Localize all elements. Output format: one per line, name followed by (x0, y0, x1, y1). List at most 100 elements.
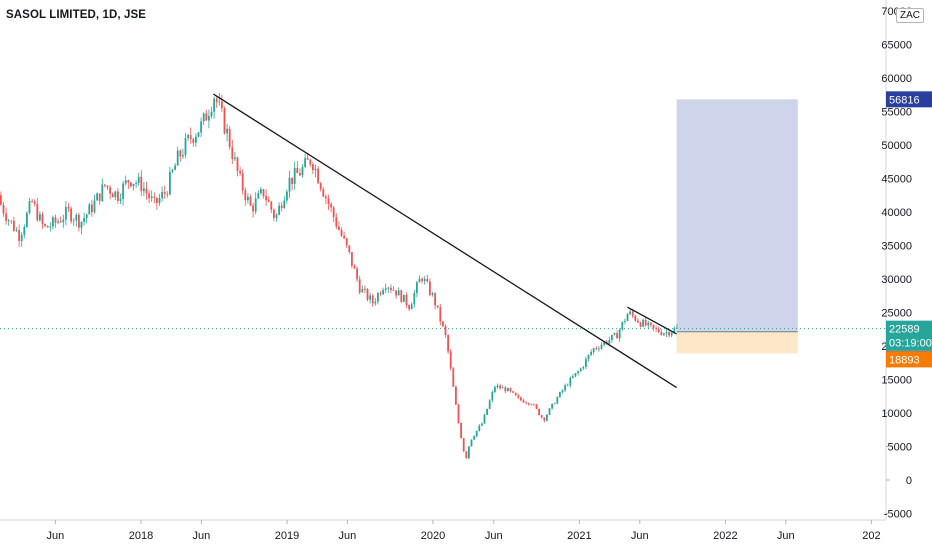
candle-body (182, 154, 184, 157)
candle-body (67, 207, 70, 209)
candle-body (465, 451, 468, 458)
y-tick-label: -5000 (884, 509, 912, 521)
candle-body (70, 208, 72, 222)
candle-body (5, 213, 7, 221)
candle-body (106, 185, 109, 188)
candle-body (442, 321, 444, 327)
candle-body (673, 328, 676, 333)
candle-body (527, 403, 530, 405)
candle-body (252, 205, 254, 212)
trendlines (213, 93, 677, 389)
x-tick-label: Jun (339, 530, 357, 542)
candle-body (208, 116, 210, 121)
candle-body (156, 197, 158, 204)
candle-body (670, 332, 673, 336)
candle-body (657, 328, 660, 333)
candle-body (496, 385, 499, 388)
candle-body (452, 368, 455, 387)
candle-body (317, 168, 319, 184)
candle-body (44, 224, 46, 226)
candle-body (374, 301, 377, 304)
candle-body (377, 293, 379, 302)
candle-body (423, 278, 426, 281)
candle-body (127, 180, 130, 183)
currency-label[interactable]: ZAC (896, 8, 924, 23)
candle-body (249, 196, 252, 206)
candle-body (109, 187, 111, 194)
candle-body (410, 304, 413, 310)
candle-body (262, 189, 265, 197)
y-tick-label: 25000 (881, 308, 912, 320)
candle-body (592, 348, 595, 352)
candle-body (88, 204, 91, 215)
candle-body (481, 423, 483, 426)
candle-body (205, 113, 208, 121)
candle-body (36, 204, 39, 221)
candle-body (314, 168, 317, 171)
candle-body (247, 196, 249, 201)
candle-body (28, 201, 31, 213)
candle-body (291, 177, 293, 185)
candle-body (244, 190, 247, 201)
candle-body (49, 226, 52, 228)
candle-body (13, 220, 15, 231)
candle-body (31, 201, 33, 202)
last-price-badge-bg (886, 320, 932, 351)
candle-body (530, 404, 533, 406)
candle-body (564, 385, 566, 391)
candle-body (7, 220, 10, 222)
candle-body (447, 335, 449, 352)
candle-body (371, 295, 374, 304)
candle-body (561, 390, 564, 392)
candle-body (93, 200, 96, 213)
candle-body (150, 196, 153, 199)
candle-body (293, 167, 296, 185)
candle-body (569, 377, 572, 386)
candle-body (153, 196, 156, 198)
candle-body (387, 287, 390, 289)
candle-body (631, 311, 634, 316)
candle-body (449, 351, 452, 369)
candle-body (538, 408, 540, 416)
candle-body (192, 139, 195, 143)
candle-body (275, 214, 278, 218)
candle-body (306, 158, 309, 160)
candle-body (338, 226, 340, 230)
candle-body (600, 344, 603, 349)
candle-body (577, 371, 579, 374)
candle-body (340, 229, 343, 236)
candle-body (572, 376, 574, 378)
candle-body (413, 293, 416, 305)
y-tick-label: 10000 (881, 408, 912, 420)
candle-body (491, 391, 494, 401)
candle-body (0, 195, 2, 205)
x-tick-label: 202 (862, 530, 880, 542)
candle-body (187, 135, 189, 139)
candle-body (624, 321, 626, 322)
candle-body (574, 373, 577, 377)
candle-body (418, 278, 421, 283)
y-tick-label: 65000 (881, 40, 912, 52)
candle-body (41, 214, 44, 225)
candle-body (124, 180, 127, 184)
candle-body (286, 191, 288, 201)
candle-body (468, 446, 470, 458)
candle-body (299, 173, 301, 176)
candle-body (488, 400, 491, 409)
y-tick-label: 40000 (881, 207, 912, 219)
candle-body (226, 128, 228, 134)
candle-body (405, 294, 408, 306)
candle-body (356, 268, 358, 280)
candle-body (119, 199, 122, 201)
candle-body (301, 166, 304, 176)
candle-body (236, 157, 239, 171)
y-tick-label: 55000 (881, 107, 912, 119)
candle-body (312, 164, 314, 171)
candle-body (278, 205, 280, 215)
candle-body (361, 289, 364, 293)
candle-body (18, 230, 20, 242)
candle-body (267, 200, 270, 202)
candle-body (478, 425, 481, 431)
